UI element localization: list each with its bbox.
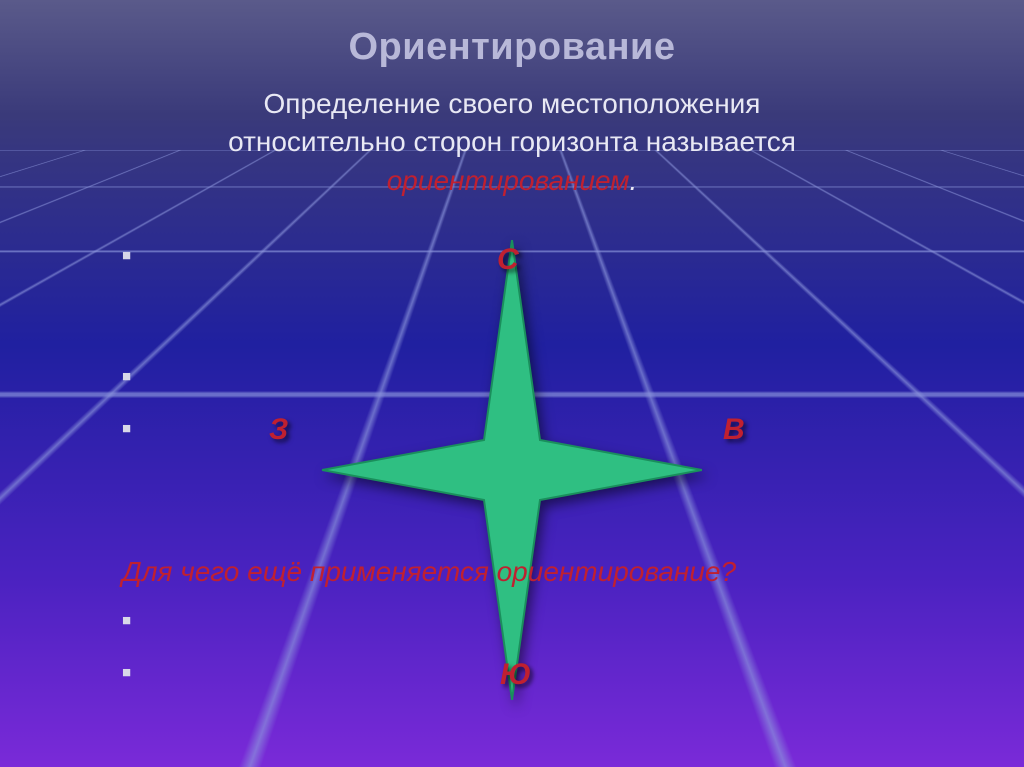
term-word: ориентированием (387, 165, 630, 196)
bullet-item (122, 247, 149, 267)
bullet-2 (122, 368, 149, 388)
direction-west: З (269, 413, 288, 447)
bullet-item (122, 368, 149, 388)
bullet-item (122, 664, 149, 684)
bullet-item (122, 612, 149, 632)
bullet-1 (122, 247, 149, 267)
bullet-item (122, 420, 149, 440)
definition-line1: Определение своего местоположения (264, 88, 761, 119)
term-dot: . (629, 165, 637, 196)
term-line: ориентированием. (0, 165, 1024, 197)
slide-content: Ориентирование Определение своего местоп… (0, 0, 1024, 767)
definition-text: Определение своего местоположения относи… (0, 85, 1024, 161)
bullet-5 (122, 664, 149, 684)
direction-east: В (723, 413, 745, 447)
direction-south: Ю (500, 658, 531, 692)
question-text: Для чего ещё применяется ориентирование? (122, 556, 736, 588)
direction-north: С (497, 243, 519, 277)
bullet-3 (122, 420, 149, 440)
bullet-4 (122, 612, 149, 632)
definition-line2: относительно сторон горизонта называется (228, 126, 796, 157)
slide-title: Ориентирование (0, 0, 1024, 69)
